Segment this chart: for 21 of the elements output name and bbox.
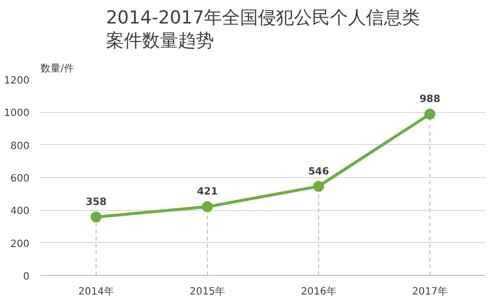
x-tick-label: 2014年 — [78, 286, 114, 298]
data-label: 358 — [86, 197, 107, 208]
y-axis-title: 数量/件 — [40, 64, 74, 74]
point — [202, 201, 213, 212]
y-tick-label: 1200 — [4, 76, 30, 86]
chart-title: 2014-2017年全国侵犯公民个人信息类案件数量趋势 — [106, 7, 420, 52]
point — [90, 212, 102, 223]
data-label: 421 — [196, 186, 218, 198]
data-label: 988 — [419, 94, 440, 106]
y-tick-label: 0 — [23, 272, 30, 282]
x-tick-label: 2017年 — [412, 286, 448, 298]
x-tick-label: 2016年 — [300, 286, 336, 298]
point — [424, 108, 436, 120]
x-tick-label: 2015年 — [190, 286, 226, 298]
y-tick-label: 200 — [10, 238, 30, 250]
y-tick-label: 600 — [10, 174, 30, 184]
y-tick-label: 1000 — [4, 108, 30, 120]
data-label: 546 — [308, 166, 330, 178]
y-tick-label: 400 — [10, 206, 30, 218]
point — [313, 180, 324, 192]
y-tick-label: 800 — [10, 140, 30, 152]
